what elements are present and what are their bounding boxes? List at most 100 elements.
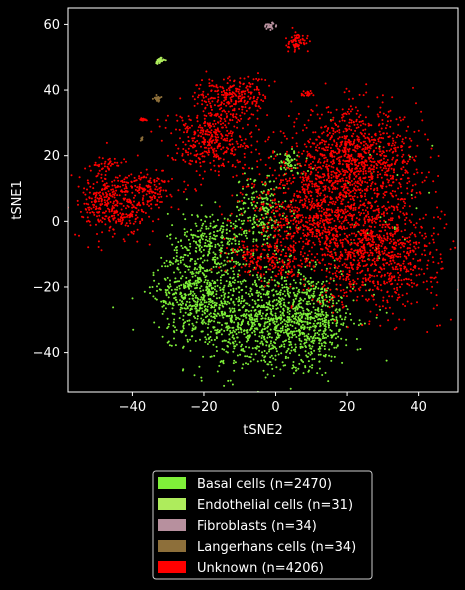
- data-point: [239, 226, 242, 229]
- data-point: [283, 301, 286, 304]
- data-point: [269, 194, 272, 197]
- data-point: [319, 291, 322, 294]
- data-point: [332, 304, 335, 307]
- data-point: [390, 177, 392, 180]
- data-point: [361, 209, 364, 211]
- data-point: [209, 336, 212, 338]
- data-point: [208, 337, 210, 340]
- data-point: [342, 305, 345, 308]
- data-point: [287, 164, 290, 167]
- data-point: [399, 253, 402, 256]
- data-point: [229, 260, 232, 263]
- data-point: [338, 162, 340, 165]
- data-point: [272, 317, 275, 320]
- data-point: [223, 384, 226, 387]
- data-point: [327, 128, 329, 130]
- data-point: [251, 192, 254, 195]
- data-point: [397, 271, 400, 274]
- data-point: [387, 115, 390, 118]
- data-point: [404, 171, 407, 174]
- data-point: [220, 247, 223, 250]
- data-point: [213, 338, 216, 341]
- data-point: [247, 185, 250, 188]
- data-point: [275, 347, 278, 350]
- data-point: [402, 174, 404, 177]
- data-point: [395, 205, 398, 208]
- data-point: [345, 87, 348, 90]
- data-point: [265, 340, 268, 343]
- data-point: [174, 296, 177, 299]
- data-point: [240, 249, 243, 252]
- data-point: [292, 303, 295, 305]
- data-point: [169, 279, 171, 282]
- data-point: [212, 295, 215, 298]
- data-point: [303, 198, 306, 201]
- data-point: [331, 234, 334, 237]
- data-point: [162, 310, 165, 313]
- data-point: [364, 209, 367, 212]
- data-point: [277, 221, 280, 224]
- data-point: [188, 319, 191, 322]
- data-point: [369, 280, 371, 283]
- data-point: [229, 342, 232, 345]
- data-point: [301, 291, 304, 294]
- data-point: [293, 121, 296, 124]
- data-point: [351, 223, 354, 226]
- data-point: [245, 185, 248, 188]
- data-point: [345, 277, 348, 280]
- data-point: [290, 237, 293, 240]
- data-point: [321, 139, 324, 141]
- data-point: [182, 327, 185, 330]
- data-point: [359, 178, 362, 181]
- data-point: [237, 300, 240, 303]
- data-point: [334, 254, 337, 256]
- data-point: [237, 209, 240, 212]
- data-point: [392, 205, 395, 208]
- data-point: [363, 218, 366, 221]
- data-point: [420, 226, 423, 229]
- data-point: [387, 167, 390, 170]
- data-point: [311, 110, 314, 113]
- data-point: [219, 254, 222, 257]
- data-point: [327, 143, 330, 146]
- data-point: [404, 237, 406, 240]
- data-point: [203, 299, 206, 302]
- data-point: [258, 278, 261, 281]
- data-point: [222, 222, 225, 225]
- data-point: [295, 322, 298, 325]
- data-point: [282, 293, 284, 295]
- data-point: [292, 234, 295, 237]
- data-point: [346, 308, 349, 311]
- data-point: [302, 204, 305, 207]
- data-point: [213, 301, 216, 304]
- data-point: [337, 125, 340, 128]
- data-point: [194, 305, 197, 308]
- data-point: [334, 122, 337, 125]
- data-point: [224, 292, 227, 295]
- data-point: [188, 304, 191, 307]
- data-point: [410, 279, 413, 282]
- data-point: [166, 285, 169, 288]
- data-point: [394, 279, 397, 282]
- data-point: [357, 188, 360, 191]
- data-point: [387, 136, 390, 138]
- data-point: [211, 237, 214, 240]
- data-point: [356, 272, 359, 275]
- data-point: [397, 293, 400, 296]
- data-point: [373, 275, 376, 278]
- data-point: [287, 356, 290, 359]
- data-point: [258, 349, 261, 352]
- data-point: [206, 308, 209, 311]
- data-point: [242, 263, 245, 266]
- data-point: [423, 245, 426, 248]
- data-point: [269, 199, 272, 202]
- data-point: [281, 320, 284, 323]
- data-point: [218, 296, 221, 299]
- data-point: [256, 360, 259, 363]
- data-point: [328, 262, 330, 265]
- data-point: [185, 304, 187, 307]
- data-point: [295, 318, 298, 321]
- data-point: [195, 310, 198, 313]
- data-point: [320, 311, 323, 313]
- data-point: [334, 272, 337, 275]
